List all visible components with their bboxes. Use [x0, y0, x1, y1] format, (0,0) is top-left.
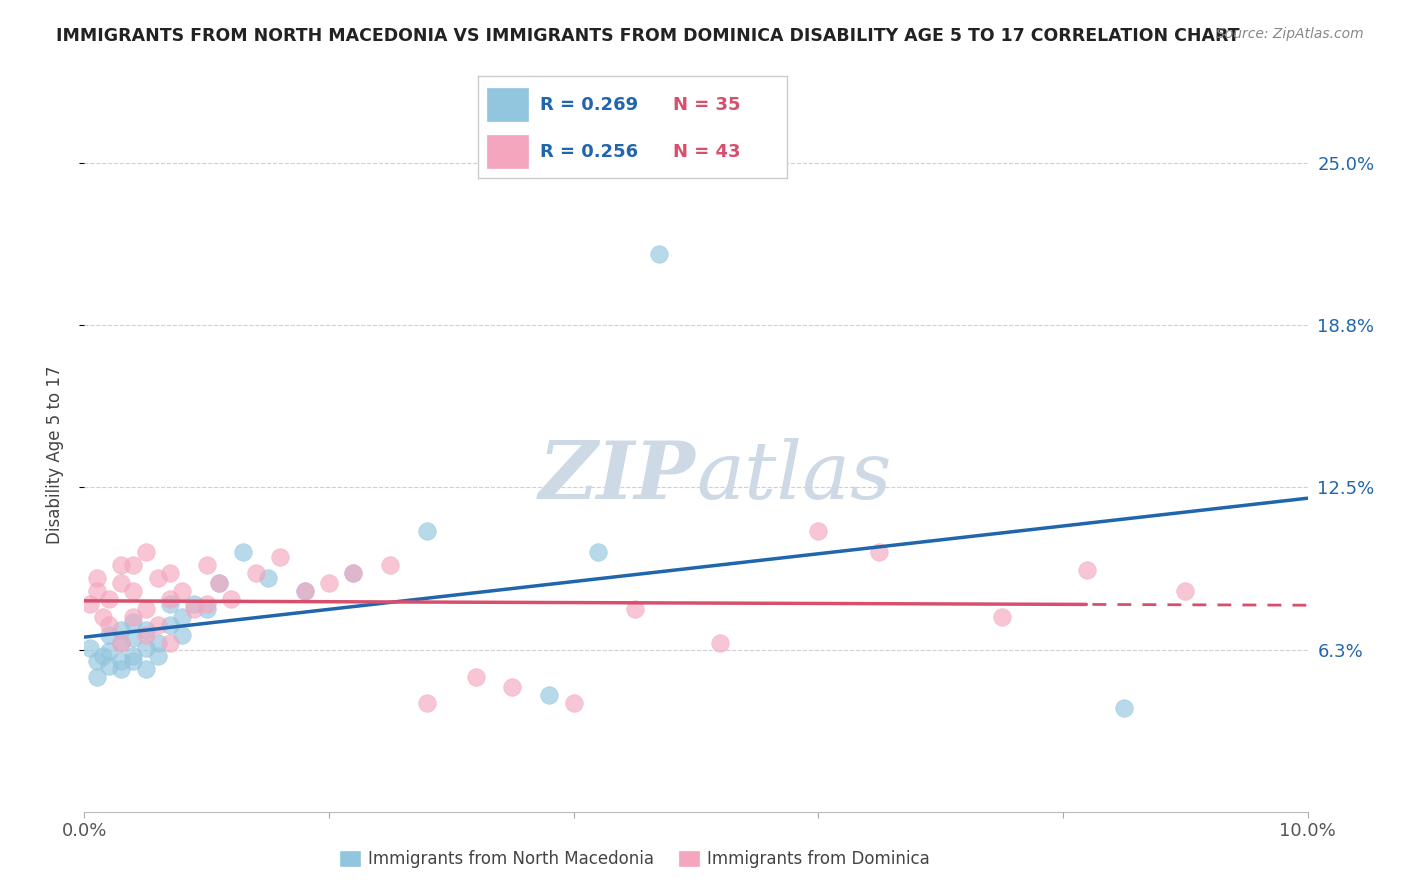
FancyBboxPatch shape [488, 136, 527, 168]
Point [342, 566, 364, 580]
Point [172, 628, 194, 642]
Point [86, 654, 108, 668]
Point [86, 670, 108, 684]
Point [110, 576, 132, 591]
Text: ZIP: ZIP [538, 438, 696, 515]
Point [110, 662, 132, 676]
Text: IMMIGRANTS FROM NORTH MACEDONIA VS IMMIGRANTS FROM DOMINICA DISABILITY AGE 5 TO : IMMIGRANTS FROM NORTH MACEDONIA VS IMMIG… [56, 27, 1240, 45]
Point [1076, 563, 1098, 577]
Point [380, 558, 402, 573]
Point [146, 571, 169, 585]
Text: N = 35: N = 35 [673, 95, 741, 113]
Point [122, 631, 145, 645]
Point [538, 688, 561, 702]
Point [269, 550, 291, 565]
Text: R = 0.256: R = 0.256 [540, 143, 638, 161]
Point [146, 648, 169, 663]
Point [91, 610, 114, 624]
Point [86, 571, 108, 585]
Legend: Immigrants from North Macedonia, Immigrants from Dominica: Immigrants from North Macedonia, Immigra… [333, 844, 936, 875]
Point [208, 576, 231, 591]
Point [1114, 701, 1136, 715]
Point [135, 623, 157, 637]
Point [97, 644, 120, 658]
Point [135, 662, 157, 676]
Point [869, 545, 891, 559]
Point [219, 591, 242, 606]
Point [97, 659, 120, 673]
FancyBboxPatch shape [488, 88, 527, 121]
Point [97, 618, 120, 632]
Point [79, 597, 101, 611]
Text: N = 43: N = 43 [673, 143, 741, 161]
Point [110, 654, 132, 668]
Point [318, 576, 340, 591]
Point [195, 558, 218, 573]
Point [416, 696, 439, 710]
Point [172, 610, 194, 624]
Point [416, 524, 439, 539]
Point [195, 597, 218, 611]
Point [183, 602, 205, 616]
Point [135, 602, 157, 616]
Point [122, 558, 145, 573]
Point [110, 558, 132, 573]
Point [342, 566, 364, 580]
Text: Source: ZipAtlas.com: Source: ZipAtlas.com [1216, 27, 1364, 41]
Point [110, 623, 132, 637]
Point [135, 545, 157, 559]
Point [91, 648, 114, 663]
Point [110, 636, 132, 650]
Point [122, 615, 145, 630]
Point [159, 597, 181, 611]
Point [135, 641, 157, 656]
Point [146, 618, 169, 632]
Point [464, 670, 486, 684]
Point [648, 247, 671, 261]
Point [97, 628, 120, 642]
Point [502, 680, 524, 694]
Point [1174, 584, 1197, 599]
Point [172, 584, 194, 599]
Point [245, 566, 267, 580]
Text: R = 0.269: R = 0.269 [540, 95, 638, 113]
Point [146, 636, 169, 650]
Point [97, 591, 120, 606]
Point [159, 636, 181, 650]
Point [122, 584, 145, 599]
Point [586, 545, 609, 559]
Point [183, 597, 205, 611]
Point [257, 571, 280, 585]
Point [122, 648, 145, 663]
Y-axis label: Disability Age 5 to 17: Disability Age 5 to 17 [45, 366, 63, 544]
Point [159, 566, 181, 580]
Point [562, 696, 585, 710]
Point [294, 584, 316, 599]
Point [195, 602, 218, 616]
Point [991, 610, 1014, 624]
Point [624, 602, 647, 616]
Point [79, 641, 101, 656]
Text: atlas: atlas [696, 438, 891, 515]
Point [122, 610, 145, 624]
Point [709, 636, 731, 650]
Point [159, 591, 181, 606]
Point [294, 584, 316, 599]
Point [159, 618, 181, 632]
Point [208, 576, 231, 591]
Point [122, 654, 145, 668]
Point [135, 628, 157, 642]
Point [86, 584, 108, 599]
Point [807, 524, 830, 539]
Point [232, 545, 254, 559]
Point [110, 636, 132, 650]
